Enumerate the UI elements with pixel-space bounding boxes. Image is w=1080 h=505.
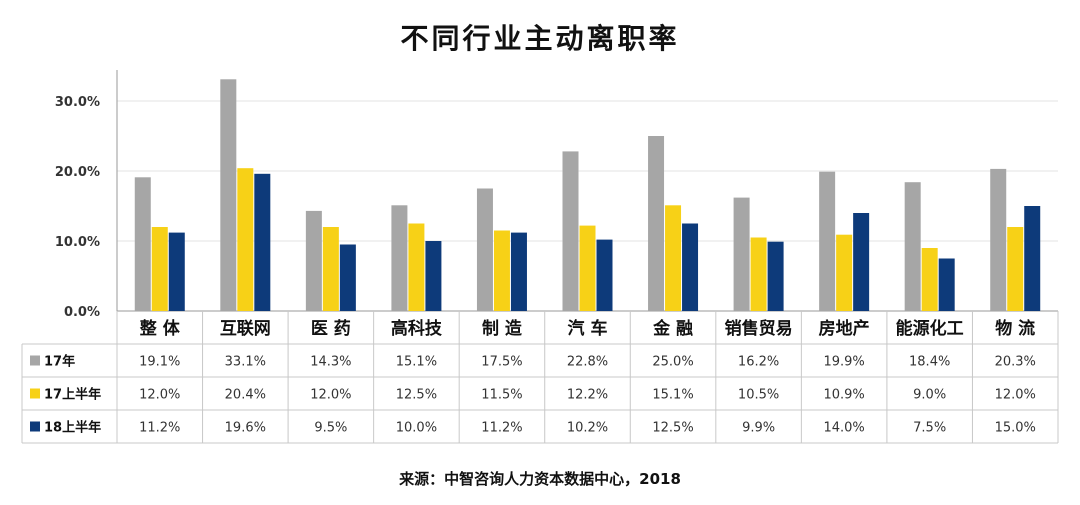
data-label: 14.0% [823,421,864,436]
legend-swatch [30,388,40,399]
bar [237,168,254,311]
data-label: 22.8% [567,355,608,370]
bar [921,248,938,311]
data-label: 9.5% [314,421,347,436]
bar [391,205,408,311]
legend-swatch [30,355,40,366]
bar [819,171,836,311]
bar [493,230,510,311]
y-axis-ticks: 0.0% 10.0% 20.0% 30.0% [55,95,100,320]
bar [938,258,955,311]
data-label: 18.4% [909,355,950,370]
bar [853,213,870,311]
legend-swatch [30,421,40,432]
data-label: 33.1% [225,355,266,370]
y-tick-label: 10.0% [55,235,100,250]
data-label: 9.9% [742,421,775,436]
data-label: 12.5% [396,388,437,403]
bar [562,151,579,311]
y-tick-label: 0.0% [64,305,100,320]
bar [322,227,339,311]
source-note: 来源：中智咨询人力资本数据中心，2018 [398,470,681,488]
data-label: 10.0% [396,421,437,436]
bar [596,239,613,311]
bar [767,241,784,311]
data-label: 19.1% [139,355,180,370]
data-label: 10.5% [738,388,779,403]
category-label: 医 药 [311,318,351,339]
bar [151,227,168,311]
category-label: 互联网 [220,319,271,339]
data-label: 9.0% [913,388,946,403]
category-label: 制 造 [482,318,523,339]
legend-label: 18上半年 [44,420,101,436]
bar [750,237,767,311]
bar [904,182,921,311]
category-label: 房地产 [819,318,870,339]
data-label: 15.0% [995,421,1036,436]
bar [733,197,750,311]
bar [665,205,682,311]
y-tick-label: 20.0% [55,165,100,180]
y-tick-label: 30.0% [55,95,100,110]
category-label: 高科技 [391,318,443,339]
category-label: 物 流 [995,318,1035,339]
data-label: 12.5% [652,421,693,436]
data-label: 17.5% [481,355,522,370]
data-label: 14.3% [310,355,351,370]
data-label: 11.2% [139,421,180,436]
bar [254,173,271,311]
data-label: 12.0% [995,388,1036,403]
data-label: 12.0% [310,388,351,403]
bar [134,177,151,311]
category-label: 金 融 [652,318,693,339]
data-label: 12.2% [567,388,608,403]
legend-label: 17年 [44,354,75,370]
data-label: 15.1% [652,388,693,403]
bar [836,234,853,311]
data-label: 7.5% [913,421,946,436]
data-label: 20.4% [225,388,266,403]
legend-label: 17上半年 [44,387,101,403]
bar [305,210,322,311]
category-label: 能源化工 [896,318,964,339]
data-table: 整 体 互联网 医 药 高科技 制 造 汽 车 金 融 销售贸易 房地产 能源化工 物 流 17年 19… [21,311,1059,444]
bar [579,225,596,311]
data-label: 19.9% [823,355,864,370]
chart-title: 不同行业主动离职率 [400,22,679,55]
data-label: 15.1% [396,355,437,370]
bar [339,244,356,311]
bar [648,136,665,311]
bar [476,188,493,311]
data-label: 20.3% [995,355,1036,370]
bar [425,241,442,311]
bar [682,223,699,311]
data-label: 12.0% [139,388,180,403]
data-label: 16.2% [738,355,779,370]
bar [168,232,185,311]
bar [1007,227,1024,311]
bar [408,223,425,311]
bar [1024,206,1041,311]
bars [134,79,1041,311]
category-label: 整 体 [140,318,181,339]
data-label: 10.9% [823,388,864,403]
data-label: 25.0% [652,355,693,370]
data-label: 10.2% [567,421,608,436]
category-label: 销售贸易 [725,318,793,339]
bar [990,168,1007,311]
data-label: 11.5% [481,388,522,403]
data-label: 11.2% [481,421,522,436]
data-label: 19.6% [225,421,266,436]
category-label: 汽 车 [568,318,608,339]
bar [220,79,237,311]
bar [510,232,527,311]
